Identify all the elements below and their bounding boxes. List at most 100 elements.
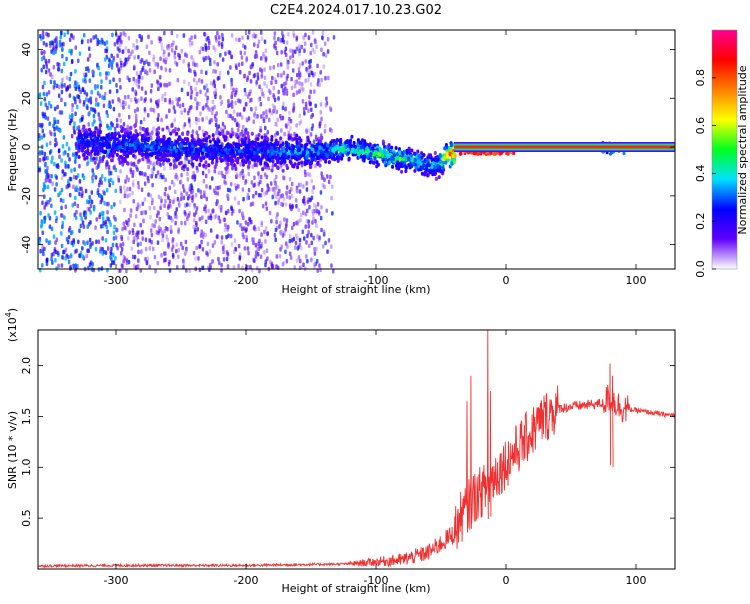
ridge-cell — [347, 157, 351, 162]
spectral-cell — [235, 37, 238, 42]
spectral-cell — [217, 215, 221, 220]
ridge-cell — [134, 139, 138, 144]
spectral-cell — [281, 115, 285, 121]
ridge-cell — [216, 139, 220, 144]
spectral-cell — [98, 180, 102, 185]
spectral-cell — [79, 89, 82, 95]
spectral-cell — [44, 163, 47, 168]
spectral-cell — [233, 238, 237, 243]
spectral-cell — [139, 241, 142, 247]
ridge-cell — [241, 159, 245, 164]
ridge-cell — [305, 142, 309, 147]
ridge-cell — [202, 133, 206, 138]
spectral-cell — [99, 249, 102, 254]
snr-y-multiplier-base: (x10 — [6, 317, 19, 342]
spectral-cell — [108, 57, 111, 62]
spectral-cell — [75, 104, 79, 110]
ridge-cell — [89, 152, 93, 157]
spectral-cell — [47, 178, 50, 183]
spectral-cell — [252, 119, 255, 124]
spectral-cell — [205, 99, 209, 104]
spectral-cell — [95, 217, 99, 222]
ridge-cell — [324, 159, 328, 164]
spectral-cell — [111, 59, 114, 65]
spectral-cell — [310, 42, 313, 48]
spectral-cell — [48, 224, 52, 229]
spectral-cell — [293, 83, 297, 89]
spectral-cell — [84, 72, 88, 77]
spectral-cell — [249, 264, 252, 270]
spectral-cell — [90, 106, 93, 112]
spectral-cell — [137, 84, 140, 89]
ridge-cell — [325, 148, 329, 153]
spectral-cell — [53, 161, 56, 167]
spectral-cell — [247, 250, 250, 256]
ridge-cell — [436, 168, 440, 173]
spectral-cell — [82, 32, 86, 38]
ridge-cell — [150, 141, 154, 146]
spectral-cell — [295, 123, 298, 128]
spectral-cell — [301, 99, 305, 104]
ridge-cell — [276, 160, 280, 165]
spectral-cell — [234, 90, 238, 95]
spectral-cell — [149, 107, 153, 112]
spectral-cell — [256, 43, 260, 49]
spectral-cell — [219, 208, 223, 213]
spectral-cell — [78, 179, 82, 184]
ridge-cell — [433, 150, 437, 155]
spectral-cell — [52, 234, 56, 239]
spectral-cell — [161, 46, 164, 51]
ridge-cell — [284, 147, 288, 152]
spectral-cell — [165, 56, 168, 62]
spectral-cell — [222, 84, 226, 89]
spectral-cell — [275, 109, 278, 115]
ridge-cell — [153, 140, 157, 145]
ridge-cell — [368, 160, 372, 165]
spectral-cell — [226, 194, 230, 200]
spectral-cell — [325, 96, 328, 101]
spectral-cell — [166, 193, 170, 199]
spectral-cell — [231, 116, 234, 121]
spectral-cell — [82, 224, 86, 229]
spectral-cell — [253, 54, 257, 59]
ridge-cell — [92, 131, 96, 136]
ridge-cell — [228, 158, 232, 163]
spectral-cell — [207, 38, 211, 44]
spectral-cell — [115, 123, 119, 128]
spectral-cell — [206, 95, 209, 101]
ridge-cell — [240, 154, 244, 159]
spectral-cell — [275, 174, 278, 180]
spectral-cell — [109, 222, 112, 227]
snr-x-ticks: -300 -200 -100 0 100 — [104, 330, 647, 587]
spectral-cell — [230, 94, 233, 100]
spectral-cell — [49, 79, 53, 85]
spectral-cell — [230, 77, 233, 83]
spectral-cell — [160, 202, 163, 208]
spectral-cell — [158, 74, 162, 80]
spectral-cell — [237, 138, 241, 144]
ridge-cell — [278, 156, 282, 161]
spectral-cell — [260, 187, 264, 193]
spectral-cell — [218, 219, 222, 224]
ridge-cell — [372, 152, 376, 157]
spectral-cell — [200, 69, 203, 75]
spectral-cell — [230, 33, 234, 38]
ridge-cell — [374, 150, 378, 155]
spectral-cell — [224, 51, 227, 56]
snr-y-ticks: 0.51.01.52.0 — [20, 357, 675, 527]
spectral-cell — [40, 150, 44, 156]
spectral-cell — [276, 211, 279, 217]
spectral-cell — [117, 178, 121, 183]
spectral-cell — [68, 76, 72, 82]
ridge-cell — [165, 125, 169, 130]
spectral-cell — [192, 77, 196, 83]
spectral-cell — [204, 55, 208, 61]
spectral-cell — [298, 52, 301, 57]
spectral-cell — [39, 101, 43, 106]
spectral-cell — [305, 240, 308, 245]
ridge-cell — [140, 153, 144, 158]
spectral-cell — [221, 32, 224, 38]
ridge-cell — [197, 149, 201, 154]
ridge-cell — [218, 156, 222, 161]
spectral-cell — [193, 205, 196, 210]
